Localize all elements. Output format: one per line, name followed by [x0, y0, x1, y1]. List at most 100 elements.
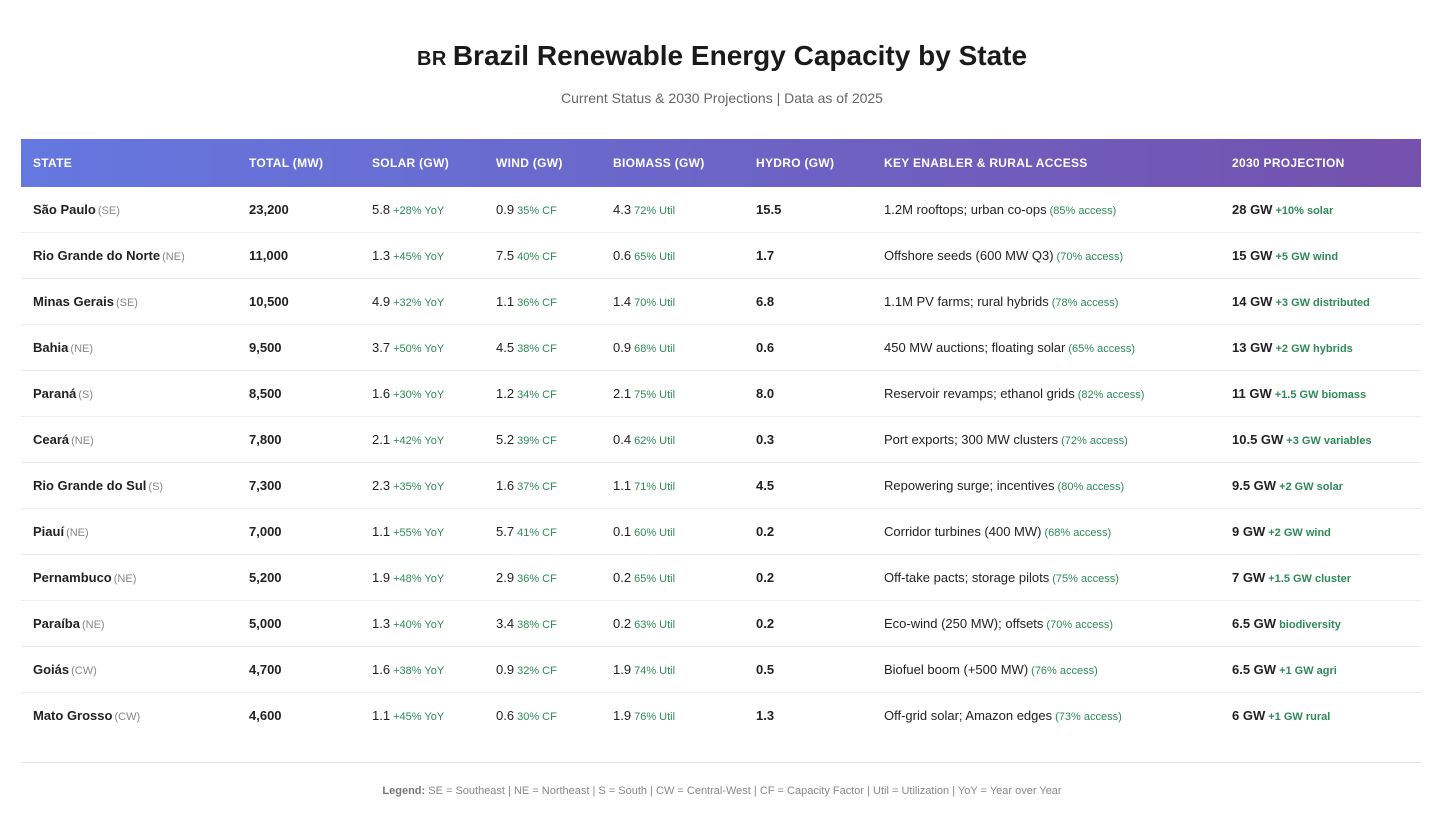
column-header-wind[interactable]: WIND (GW): [496, 156, 563, 170]
rural-access: (78% access): [1051, 297, 1119, 309]
table-row[interactable]: Paraíba (NE) 5,000 1.3 +40% YoY 3.4 38% CF 0.2 6…: [21, 600, 1421, 647]
cell-biomass: 0.1 60% Util: [601, 508, 744, 555]
table-row[interactable]: Minas Gerais (SE) 10,500 4.9 +32% YoY 1.1 36% …: [21, 278, 1421, 325]
table-row[interactable]: Bahia (NE) 9,500 3.7 +50% YoY 4.5 38% CF 0.9 68%…: [21, 324, 1421, 371]
cell-projection: 7 GW +1.5 GW cluster: [1220, 554, 1421, 601]
biomass-value: 0.2: [613, 570, 632, 585]
cell-state: Rio Grande do Sul (S): [21, 462, 237, 509]
total-value: 10,500: [249, 294, 289, 309]
cell-hydro: 0.5: [744, 646, 872, 693]
wind-value: 0.9: [496, 662, 515, 677]
table-row[interactable]: Piauí (NE) 7,000 1.1 +55% YoY 5.7 41% CF 0.1 60%…: [21, 508, 1421, 555]
biomass-value: 4.3: [613, 202, 632, 217]
solar-value: 3.7: [372, 340, 391, 355]
table-row[interactable]: Ceará (NE) 7,800 2.1 +42% YoY 5.2 39% CF 0.4 62%…: [21, 416, 1421, 463]
solar-growth: +50% YoY: [393, 343, 445, 355]
capacity-table: STATE TOTAL (MW) SOLAR (GW) WIND (GW) BI…: [21, 139, 1421, 738]
biomass-value: 1.4: [613, 294, 632, 309]
column-header-projection[interactable]: 2030 PROJECTION: [1232, 156, 1345, 170]
cell-solar: 1.9 +48% YoY: [360, 554, 484, 601]
wind-capacity-factor: 37% CF: [517, 481, 557, 493]
table-header-row: STATE TOTAL (MW) SOLAR (GW) WIND (GW) BI…: [21, 139, 1421, 187]
cell-projection: 11 GW +1.5 GW biomass: [1220, 370, 1421, 417]
key-enabler: Offshore seeds (600 MW Q3): [884, 248, 1054, 263]
region-label: (S): [148, 481, 164, 493]
cell-solar: 1.3 +40% YoY: [360, 600, 484, 647]
total-value: 4,700: [249, 662, 282, 677]
projection-note: +2 GW wind: [1268, 527, 1331, 539]
cell-key-enabler: Off-take pacts; storage pilots (75% acces…: [872, 554, 1220, 601]
projection-value: 28 GW: [1232, 202, 1273, 217]
solar-value: 5.8: [372, 202, 391, 217]
solar-growth: +32% YoY: [393, 297, 445, 309]
biomass-value: 1.9: [613, 708, 632, 723]
cell-hydro: 15.5: [744, 187, 872, 233]
table-row[interactable]: Rio Grande do Sul (S) 7,300 2.3 +35% YoY 1.6 3…: [21, 462, 1421, 509]
wind-capacity-factor: 34% CF: [517, 389, 557, 401]
solar-value: 1.9: [372, 570, 391, 585]
state-name: Minas Gerais: [33, 294, 114, 309]
cell-state: Paraíba (NE): [21, 600, 237, 647]
cell-hydro: 0.3: [744, 416, 872, 463]
key-enabler: 1.1M PV farms; rural hybrids: [884, 294, 1049, 309]
projection-note: +3 GW variables: [1286, 435, 1372, 447]
projection-value: 6.5 GW: [1232, 662, 1277, 677]
hydro-value: 4.5: [756, 478, 775, 493]
cell-total: 23,200: [237, 187, 360, 233]
biomass-utilization: 68% Util: [634, 343, 676, 355]
column-header-solar[interactable]: SOLAR (GW): [372, 156, 449, 170]
total-value: 7,000: [249, 524, 282, 539]
total-value: 4,600: [249, 708, 282, 723]
cell-key-enabler: 1.1M PV farms; rural hybrids (78% access): [872, 278, 1220, 325]
hydro-value: 1.3: [756, 708, 775, 723]
table-row[interactable]: Mato Grosso (CW) 4,600 1.1 +45% YoY 0.6 30% CF…: [21, 693, 1421, 739]
cell-total: 5,200: [237, 554, 360, 601]
column-header-biomass[interactable]: BIOMASS (GW): [613, 156, 705, 170]
wind-capacity-factor: 39% CF: [517, 435, 557, 447]
column-header-state[interactable]: STATE: [33, 156, 73, 170]
legend-label: Legend:: [382, 785, 426, 797]
column-header-total[interactable]: TOTAL (MW): [249, 156, 324, 170]
column-header-hydro[interactable]: HYDRO (GW): [756, 156, 835, 170]
key-enabler: Port exports; 300 MW clusters: [884, 432, 1059, 447]
rural-access: (85% access): [1049, 205, 1117, 217]
projection-note: +1 GW agri: [1279, 665, 1337, 677]
cell-total: 9,500: [237, 324, 360, 371]
cell-biomass: 0.6 65% Util: [601, 232, 744, 279]
table-row[interactable]: Paraná (S) 8,500 1.6 +30% YoY 1.2 34% CF 2.1 75%…: [21, 370, 1421, 417]
total-value: 7,300: [249, 478, 282, 493]
cell-hydro: 4.5: [744, 462, 872, 509]
cell-hydro: 1.3: [744, 693, 872, 739]
table-row[interactable]: Pernambuco (NE) 5,200 1.9 +48% YoY 2.9 36% CF 0…: [21, 554, 1421, 601]
cell-wind: 1.2 34% CF: [484, 370, 601, 417]
solar-value: 1.6: [372, 386, 391, 401]
cell-wind: 7.5 40% CF: [484, 232, 601, 279]
solar-value: 4.9: [372, 294, 391, 309]
table-row[interactable]: Goiás (CW) 4,700 1.6 +38% YoY 0.9 32% CF 1.9 74%…: [21, 646, 1421, 693]
solar-value: 1.3: [372, 616, 391, 631]
cell-key-enabler: Reservoir revamps; ethanol grids (82% acc…: [872, 370, 1220, 417]
biomass-utilization: 76% Util: [634, 711, 676, 723]
solar-growth: +28% YoY: [393, 205, 445, 217]
column-header-key-enabler[interactable]: KEY ENABLER & RURAL ACCESS: [884, 156, 1088, 170]
rural-access: (75% access): [1052, 573, 1119, 585]
state-name: Goiás: [33, 662, 70, 677]
hydro-value: 15.5: [756, 202, 782, 217]
cell-biomass: 4.3 72% Util: [601, 187, 744, 233]
state-name: Piauí: [33, 524, 65, 539]
table-row[interactable]: São Paulo (SE) 23,200 5.8 +28% YoY 0.9 35% CF 4…: [21, 187, 1421, 233]
total-value: 5,200: [249, 570, 282, 585]
key-enabler: Off-take pacts; storage pilots: [884, 570, 1050, 585]
key-enabler: Repowering surge; incentives: [884, 478, 1055, 493]
solar-growth: +55% YoY: [393, 527, 445, 539]
region-label: (SE): [97, 205, 120, 217]
biomass-value: 1.1: [613, 478, 632, 493]
cell-projection: 15 GW +5 GW wind: [1220, 232, 1421, 279]
cell-biomass: 1.1 71% Util: [601, 462, 744, 509]
cell-projection: 28 GW +10% solar: [1220, 187, 1421, 233]
biomass-value: 1.9: [613, 662, 632, 677]
key-enabler: 1.2M rooftops; urban co-ops: [884, 202, 1047, 217]
table-row[interactable]: Rio Grande do Norte (NE) 11,000 1.3 +45% YoY…: [21, 232, 1421, 279]
projection-note: +5 GW wind: [1275, 251, 1339, 263]
